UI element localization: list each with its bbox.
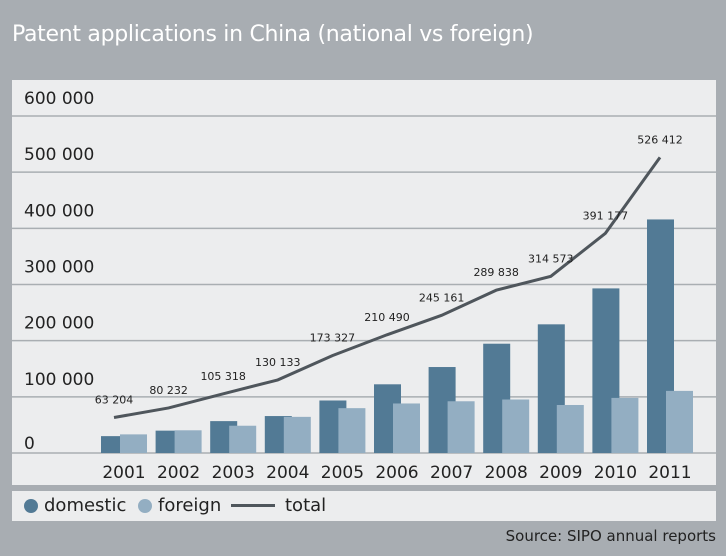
x-tick-label: 2010 (594, 463, 637, 483)
x-tick-label: 2011 (648, 463, 691, 483)
bar-foreign (502, 399, 530, 453)
x-tick-label: 2002 (157, 463, 200, 483)
legend-total: total (231, 495, 326, 516)
data-label-total: 105 318 (200, 370, 246, 383)
data-label-total: 173 327 (310, 332, 356, 345)
bar-foreign (447, 401, 475, 453)
total-line-swatch-icon (231, 504, 275, 507)
line-total (113, 156, 662, 419)
data-label-total: 245 161 (419, 291, 465, 304)
legend-label: total (285, 495, 327, 516)
data-label-total: 289 838 (473, 266, 519, 279)
y-tick-label: 200 000 (24, 314, 94, 334)
data-label-total: 63 204 (95, 394, 134, 407)
x-tick-label: 2008 (485, 463, 528, 483)
data-label-total: 210 490 (364, 311, 410, 324)
legend-foreign: foreign (138, 495, 221, 516)
legend-domestic: domestic (24, 495, 126, 516)
y-tick-label: 0 (24, 434, 35, 454)
x-tick-label: 2006 (375, 463, 418, 483)
y-tick-label: 500 000 (24, 145, 94, 165)
x-tick-label: 2001 (102, 463, 145, 483)
data-label-total: 391 177 (583, 209, 629, 222)
foreign-swatch-icon (138, 498, 152, 513)
bar-foreign (174, 430, 202, 453)
legend: domestic foreign total (12, 491, 716, 521)
source-note: Source: SIPO annual reports (505, 527, 716, 545)
bar-foreign (283, 416, 311, 453)
data-label-total: 314 573 (528, 252, 574, 265)
y-tick-label: 600 000 (24, 89, 94, 109)
y-tick-label: 400 000 (24, 201, 94, 221)
x-tick-label: 2005 (321, 463, 364, 483)
bar-foreign (611, 397, 639, 453)
y-tick-label: 300 000 (24, 258, 94, 278)
chart-title: Patent applications in China (national v… (12, 22, 534, 47)
x-tick-label: 2003 (212, 463, 255, 483)
bar-foreign (666, 390, 693, 453)
domestic-swatch-icon (24, 498, 38, 513)
bar-foreign (229, 425, 257, 453)
y-tick-label: 100 000 (24, 370, 94, 390)
x-tick-label: 2004 (266, 463, 309, 483)
data-label-total: 80 232 (149, 384, 188, 397)
bar-foreign (338, 408, 366, 453)
data-label-total: 526 412 (637, 133, 683, 146)
bar-foreign (556, 404, 584, 453)
legend-label: domestic (44, 495, 127, 516)
bar-foreign (393, 403, 420, 453)
x-tick-label: 2007 (430, 463, 473, 483)
legend-label: foreign (158, 495, 222, 516)
bar-foreign (120, 434, 147, 453)
data-label-total: 130 133 (255, 356, 301, 369)
x-tick-label: 2009 (539, 463, 582, 483)
